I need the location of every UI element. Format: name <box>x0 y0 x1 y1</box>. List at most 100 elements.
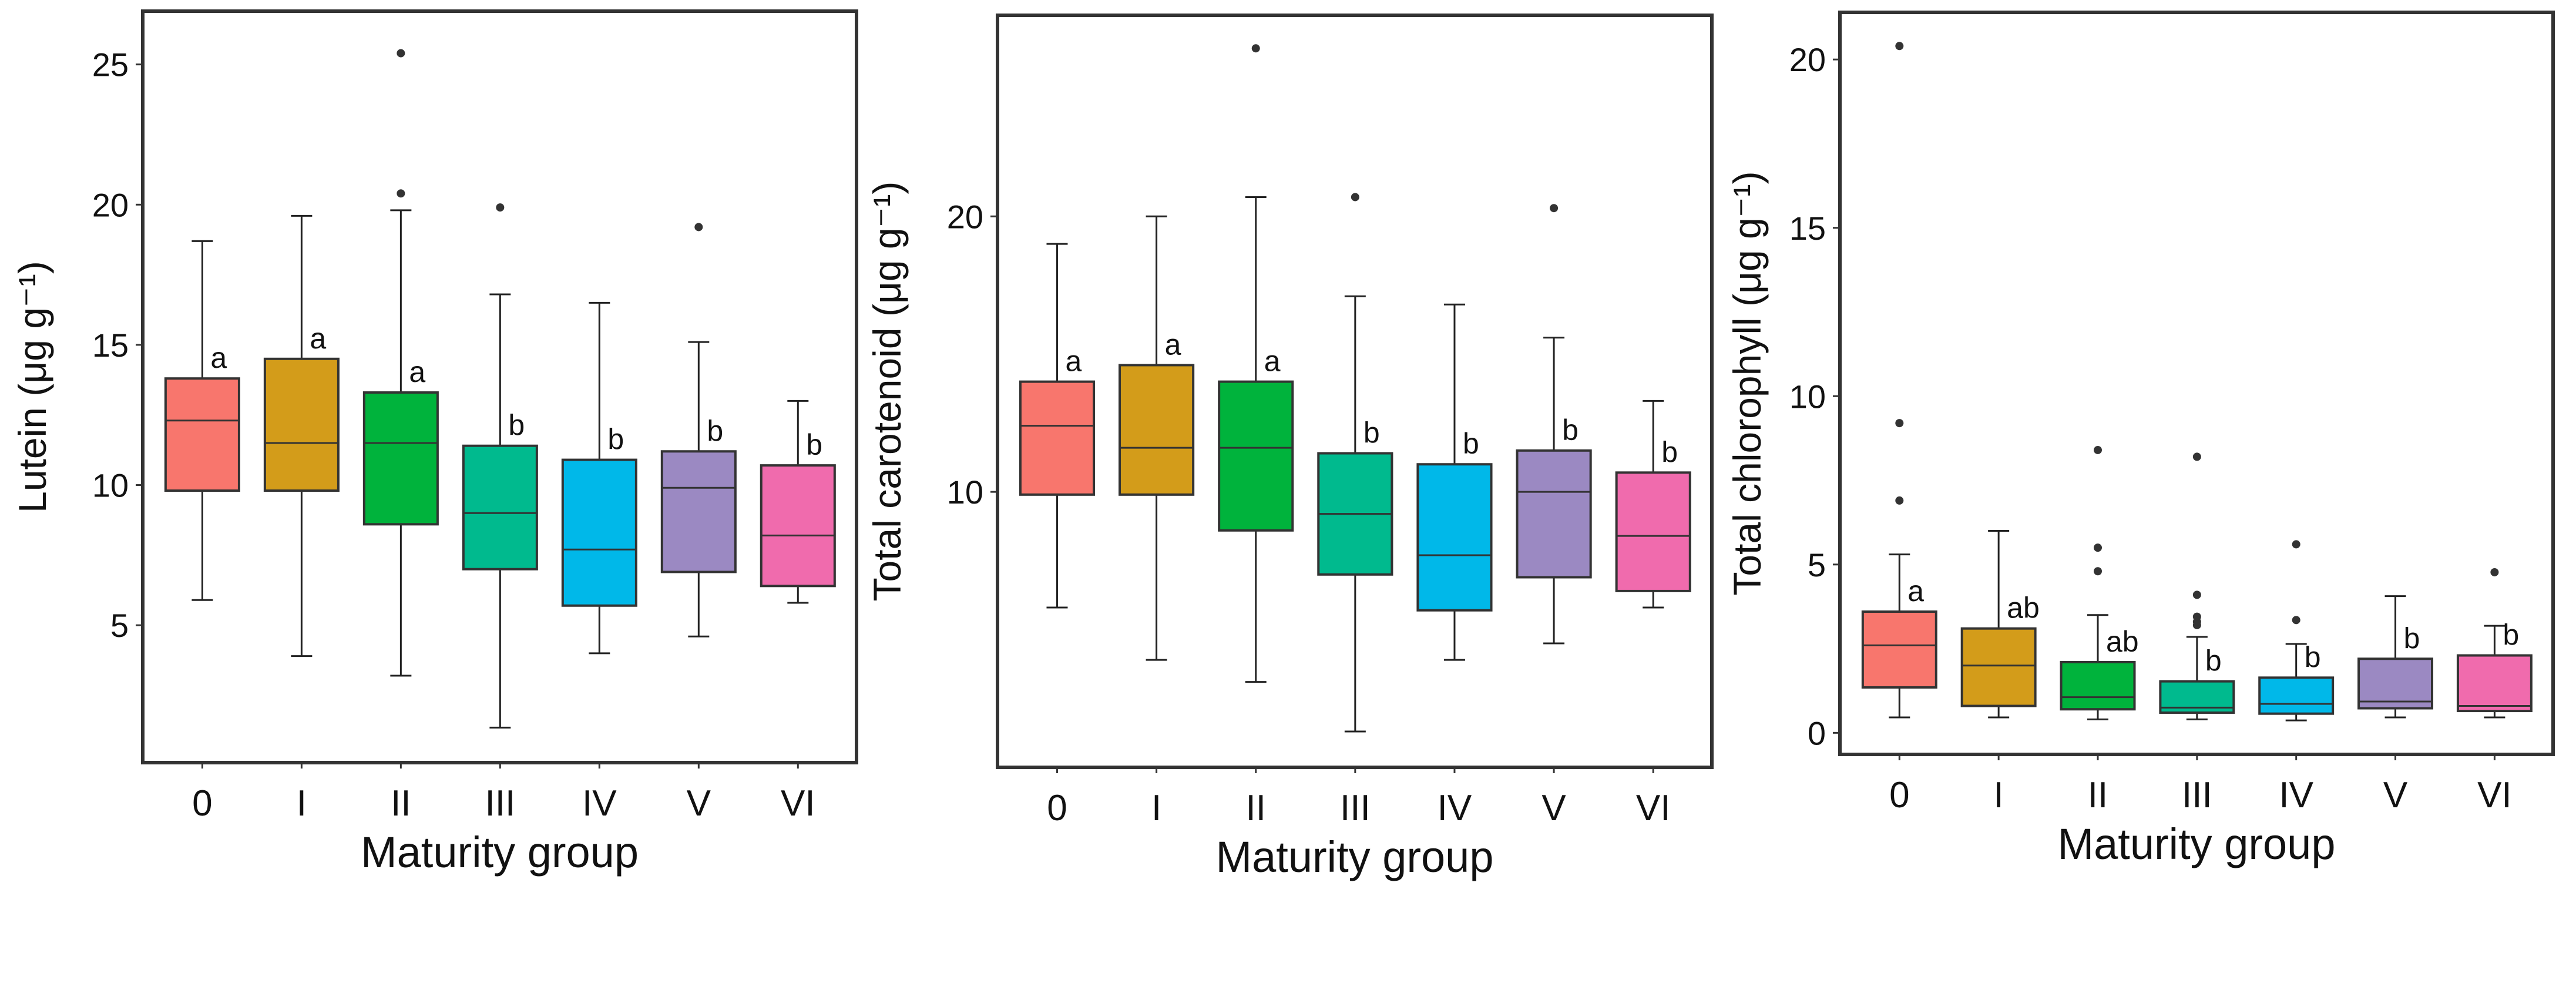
y-tick-label: 25 <box>92 46 129 83</box>
significance-letter: ab <box>2106 625 2139 658</box>
significance-letter: a <box>210 341 227 374</box>
significance-letter: a <box>1065 345 1082 378</box>
box-group-III: b <box>1317 193 1393 733</box>
y-tick-label: 20 <box>1789 41 1826 78</box>
box-group-I: a <box>263 214 340 657</box>
x-tick-label: V <box>687 783 711 824</box>
x-tick-label: I <box>1151 788 1161 828</box>
significance-letter: a <box>1907 575 1924 608</box>
box <box>1960 627 2037 707</box>
significance-letter: b <box>2503 619 2519 652</box>
box <box>760 464 836 588</box>
significance-letter: a <box>310 322 326 355</box>
outlier-point <box>2192 452 2201 461</box>
box-group-V: b <box>660 223 737 637</box>
box <box>1119 364 1195 496</box>
box <box>1416 463 1493 612</box>
box <box>2258 676 2335 715</box>
significance-letter: b <box>1562 414 1578 447</box>
y-tick-label: 10 <box>947 474 983 511</box>
outlier-point <box>2192 590 2201 599</box>
box-group-II: a <box>362 49 439 677</box>
x-tick-label: III <box>2182 775 2212 816</box>
box-group-0: a <box>1861 42 1937 719</box>
significance-letter: b <box>707 414 723 447</box>
box-group-VI: b <box>2456 568 2533 719</box>
x-tick-label: V <box>1541 788 1566 828</box>
box-group-III: b <box>462 203 538 729</box>
plot-frame <box>141 9 858 764</box>
outlier-point <box>2490 568 2499 576</box>
x-tick-label: IV <box>582 783 617 824</box>
y-tick-label: 15 <box>92 327 129 364</box>
outlier-point <box>2093 543 2102 552</box>
x-tick-label: IV <box>1438 788 1472 828</box>
significance-letter: a <box>409 355 425 388</box>
x-tick-label: III <box>485 783 516 824</box>
outlier-point <box>1895 496 1904 505</box>
x-tick-label: III <box>1340 788 1371 828</box>
x-tick-label: I <box>1994 775 2004 816</box>
box-group-IV: b <box>561 301 637 655</box>
y-tick-label: 20 <box>947 198 983 235</box>
x-tick-label: 0 <box>1889 775 1909 816</box>
x-tick-label: II <box>1245 788 1265 828</box>
significance-letter: b <box>806 428 822 461</box>
chart-panel-2: 0 5 10 15 20 Total chlorophyll (μg g⁻¹) a 0 ab Ia… <box>1725 11 2555 868</box>
outlier-point <box>694 223 703 231</box>
y-tick-label: 10 <box>1789 378 1826 415</box>
significance-letter: b <box>2404 622 2420 655</box>
box <box>462 444 538 571</box>
box <box>263 357 340 492</box>
x-tick-label: VI <box>781 783 815 824</box>
box-group-IV: b <box>1416 303 1493 661</box>
outlier-point <box>397 49 405 58</box>
y-tick-label: 10 <box>92 467 129 504</box>
chart-panel-0: 5 10 15 20 25 Lutein (μg g⁻¹) a 0 a Ia II b III b IV b V… <box>11 9 858 877</box>
box <box>2456 654 2533 713</box>
box <box>1615 471 1691 592</box>
x-tick-label: 0 <box>192 783 212 824</box>
y-tick-label: 20 <box>92 186 129 223</box>
outlier-point <box>2093 567 2102 576</box>
outlier-point <box>2093 445 2102 454</box>
significance-letter: b <box>508 409 525 442</box>
box-group-I: a <box>1119 215 1195 661</box>
x-tick-label: VI <box>1636 788 1671 828</box>
outlier-point <box>397 189 405 198</box>
box-group-VI: b <box>1615 400 1691 609</box>
significance-letter: b <box>1463 427 1479 460</box>
significance-letter: a <box>1165 328 1181 361</box>
box <box>164 377 240 492</box>
box <box>1861 610 1937 689</box>
outlier-point <box>1895 419 1904 428</box>
y-tick-label: 5 <box>110 607 129 644</box>
significance-letter: a <box>1264 345 1281 378</box>
outlier-point <box>2192 612 2201 621</box>
box-group-V: b <box>1516 204 1592 645</box>
box <box>2357 657 2434 710</box>
x-tick-label: II <box>2088 775 2108 816</box>
x-tick-label: IV <box>2279 775 2313 816</box>
box-group-VI: b <box>760 400 836 604</box>
box <box>1019 380 1096 496</box>
outlier-point <box>2292 540 2300 549</box>
y-tick-label: 0 <box>1808 714 1826 751</box>
box <box>660 450 737 573</box>
plot-frame <box>996 14 1714 769</box>
box-group-II: ab <box>2060 445 2139 720</box>
box <box>362 391 439 526</box>
significance-letter: b <box>2205 645 2222 677</box>
x-tick-label: 0 <box>1047 788 1067 828</box>
y-axis-title: Total chlorophyll (μg g⁻¹) <box>1725 171 1769 595</box>
significance-letter: b <box>1661 435 1678 468</box>
box-group-V: b <box>2357 595 2434 719</box>
outlier-point <box>2292 616 2300 625</box>
x-axis-title: Maturity group <box>361 828 639 877</box>
significance-letter: ab <box>2007 592 2040 625</box>
x-axis-title: Maturity group <box>2058 820 2336 868</box>
plot-frame <box>1838 11 2555 756</box>
significance-letter: b <box>2305 640 2321 673</box>
significance-letter: b <box>607 423 624 456</box>
